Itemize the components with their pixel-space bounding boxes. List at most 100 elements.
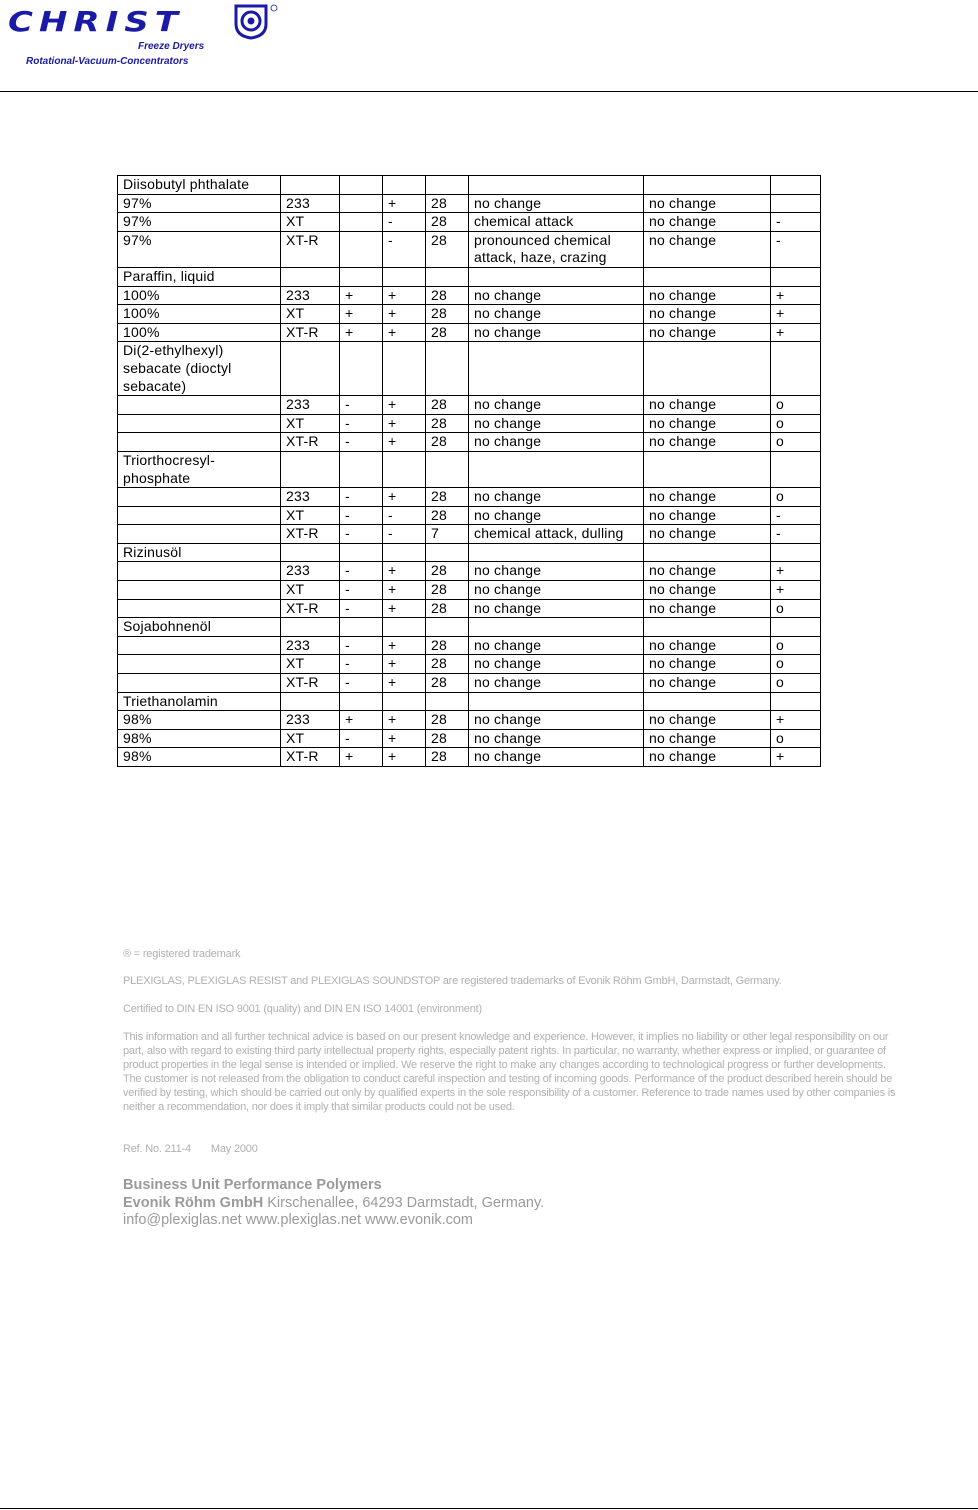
table-row: 100% XT + +28 no change no change + (117, 304, 821, 324)
table-cell: + (382, 654, 426, 675)
table-cell: 233 (280, 487, 340, 507)
table-cell: Paraffin, liquid (117, 266, 281, 287)
table-cell: no change (468, 432, 644, 452)
table-section-header-row: Diisobutyl phthalate (117, 175, 821, 195)
table-cell: no change (643, 413, 771, 434)
table-cell: XT (280, 304, 340, 324)
business-unit: Business Unit Performance Polymers (123, 1177, 382, 1193)
table-cell: Rizinusöl (117, 542, 281, 563)
table-cell (117, 505, 281, 526)
table-cell: - (382, 524, 426, 544)
trademark-note: ® = registered trademark (123, 948, 241, 960)
table-cell: 233 (280, 395, 340, 415)
table-cell: 233 (280, 193, 340, 214)
table-cell (643, 450, 771, 489)
table-row: 233- +28 no change no change + (117, 561, 821, 582)
table-cell: XT-R (280, 230, 340, 268)
table-cell: no change (468, 747, 644, 767)
table-cell: Triorthocresyl-phosphate (117, 450, 281, 489)
logo-subtitle-concentrators: Rotational-Vacuum-Concentrators (26, 56, 189, 67)
table-cell: + (382, 710, 426, 730)
table-cell: 100% (117, 322, 281, 343)
table-cell: + (770, 304, 821, 324)
table-cell (280, 266, 340, 287)
table-cell: XT (280, 728, 340, 749)
table-row: 233- +28 no change no change o (117, 635, 821, 656)
table-cell: no change (643, 505, 771, 526)
table-cell: 28 (425, 395, 469, 415)
table-cell (117, 432, 281, 452)
table-cell: o (770, 654, 821, 675)
table-cell (468, 450, 644, 489)
table-cell: 28 (425, 580, 469, 600)
table-section-header-row: Sojabohnenöl (117, 617, 821, 637)
table-cell: + (382, 285, 426, 306)
table-cell (117, 673, 281, 693)
table-cell: no change (468, 673, 644, 693)
table-cell: - (339, 598, 383, 619)
table-section-header-row: Rizinusöl (117, 542, 821, 563)
table-cell (468, 175, 644, 195)
company-address: Kirschenallee, 64293 Darmstadt, Germany. (263, 1194, 545, 1211)
table-cell (117, 635, 281, 656)
table-cell (468, 341, 644, 397)
table-cell: no change (468, 505, 644, 526)
table-cell: no change (643, 524, 771, 544)
table-cell (382, 542, 426, 563)
table-cell: - (339, 505, 383, 526)
table-cell (425, 175, 469, 195)
table-cell (425, 266, 469, 287)
table-cell (117, 580, 281, 600)
table-cell (339, 212, 383, 232)
table-cell (339, 230, 383, 268)
table-cell: XT (280, 654, 340, 675)
table-cell: 28 (425, 654, 469, 675)
table-cell: + (382, 635, 426, 656)
table-cell: + (770, 580, 821, 600)
table-cell: 100% (117, 304, 281, 324)
table-cell: XT-R (280, 524, 340, 544)
table-cell (770, 266, 821, 287)
table-row: XT - +28 no change no change o (117, 413, 821, 434)
table-cell: 233 (280, 285, 340, 306)
header-divider (0, 91, 978, 92)
table-cell: 28 (425, 212, 469, 232)
table-cell: no change (643, 230, 771, 268)
table-cell: no change (468, 193, 644, 214)
table-cell: 28 (425, 487, 469, 507)
table-cell: 28 (425, 285, 469, 306)
table-cell: no change (468, 285, 644, 306)
table-cell: XT-R (280, 322, 340, 343)
table-cell: - (770, 212, 821, 232)
table-row: 97% XT-R -28 pronounced chemical attack, ha… (117, 230, 821, 268)
table-cell (382, 691, 426, 712)
table-cell: chemical attack, dulling (468, 524, 644, 544)
table-row: 233- +28 no change no change o (117, 487, 821, 507)
table-cell (339, 341, 383, 397)
table-cell: + (382, 193, 426, 214)
table-cell (280, 341, 340, 397)
table-row: XT - -28 no change no change - (117, 505, 821, 526)
table-cell (382, 617, 426, 637)
table-cell (770, 691, 821, 712)
table-cell: + (382, 413, 426, 434)
table-cell (117, 395, 281, 415)
table-cell: - (339, 673, 383, 693)
table-cell: no change (643, 432, 771, 452)
table-section-header-row: Triethanolamin (117, 691, 821, 712)
table-cell: 7 (425, 524, 469, 544)
table-cell (117, 524, 281, 544)
trademarks-statement: PLEXIGLAS, PLEXIGLAS RESIST and PLEXIGLA… (123, 975, 782, 987)
table-cell: - (339, 395, 383, 415)
table-cell (425, 341, 469, 397)
table-cell: no change (643, 395, 771, 415)
table-cell: 28 (425, 322, 469, 343)
table-row: XT-R - +28 no change no change o (117, 673, 821, 693)
table-row: XT-R - +28 no change no change o (117, 598, 821, 619)
disclaimer: This information and all further technic… (123, 1031, 896, 1113)
table-cell (770, 193, 821, 214)
table-cell: + (382, 561, 426, 582)
table-cell: no change (468, 635, 644, 656)
table-row: 97% 233 +28 no change no change (117, 193, 821, 214)
table-cell: 98% (117, 710, 281, 730)
